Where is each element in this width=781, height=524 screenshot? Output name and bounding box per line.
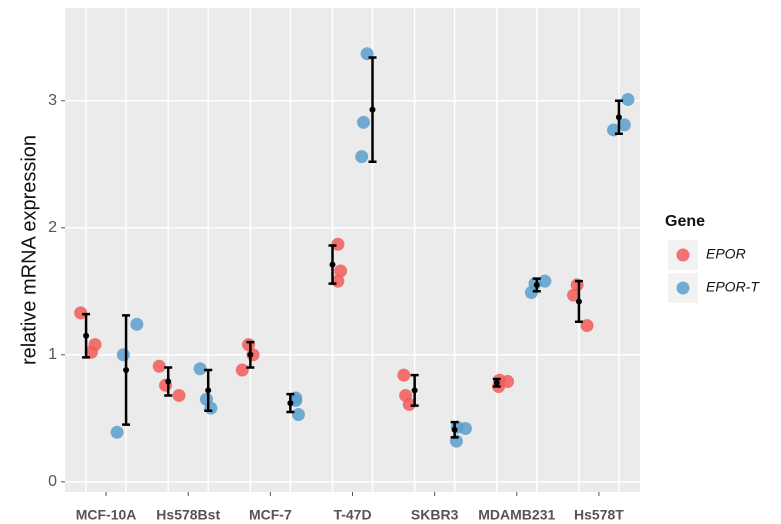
data-point (130, 317, 144, 331)
data-point (355, 150, 369, 164)
mean-point (165, 378, 172, 385)
panel (65, 8, 640, 492)
x-tick-label: MDAMB231 (478, 507, 555, 523)
mean-point (493, 379, 500, 386)
data-point (116, 348, 130, 362)
x-tick-label: MCF-10A (76, 507, 137, 523)
mean-point (247, 351, 254, 358)
mean-point (369, 106, 376, 113)
mean-point (411, 387, 418, 394)
mean-point (615, 114, 622, 121)
y-axis-label: relative mRNA expression (18, 135, 40, 365)
legend-label: EPOR (706, 246, 746, 262)
data-point (357, 115, 370, 129)
mean-point (575, 298, 582, 305)
legend-marker (676, 248, 690, 262)
data-point (193, 362, 207, 376)
legend-marker (676, 281, 690, 295)
data-point (397, 368, 411, 382)
y-tick-label: 2 (48, 219, 57, 236)
data-point (501, 374, 515, 388)
mean-point (83, 332, 90, 339)
legend-title: Gene (665, 213, 705, 230)
x-tick-label: SKBR3 (411, 507, 459, 523)
x-tick-label: Hs578T (574, 507, 624, 523)
data-point (621, 92, 635, 106)
x-tick-label: MCF-7 (249, 507, 292, 523)
data-point (567, 288, 581, 302)
data-point (458, 421, 472, 435)
data-point (110, 425, 124, 439)
data-point (538, 274, 552, 288)
data-point (331, 237, 345, 251)
y-tick-label: 3 (48, 92, 57, 109)
data-point (334, 264, 348, 278)
data-point (235, 363, 249, 377)
data-point (204, 401, 218, 415)
mean-point (287, 400, 294, 407)
mean-point (533, 281, 540, 288)
legend-label: EPOR-T (706, 279, 760, 295)
x-tick-label: T-47D (333, 507, 371, 523)
x-tick-label: Hs578Bst (156, 507, 220, 523)
data-point (152, 359, 166, 373)
data-point (402, 397, 416, 411)
data-point (74, 306, 88, 320)
mean-point (205, 387, 212, 394)
mean-point (329, 261, 336, 268)
data-point (291, 408, 305, 422)
data-point (172, 388, 186, 402)
data-point (617, 118, 631, 132)
y-tick-label: 1 (48, 346, 57, 363)
data-point (84, 345, 98, 359)
data-point (580, 319, 594, 333)
mean-point (451, 426, 458, 433)
y-tick-label: 0 (48, 473, 57, 490)
mean-point (123, 367, 130, 374)
